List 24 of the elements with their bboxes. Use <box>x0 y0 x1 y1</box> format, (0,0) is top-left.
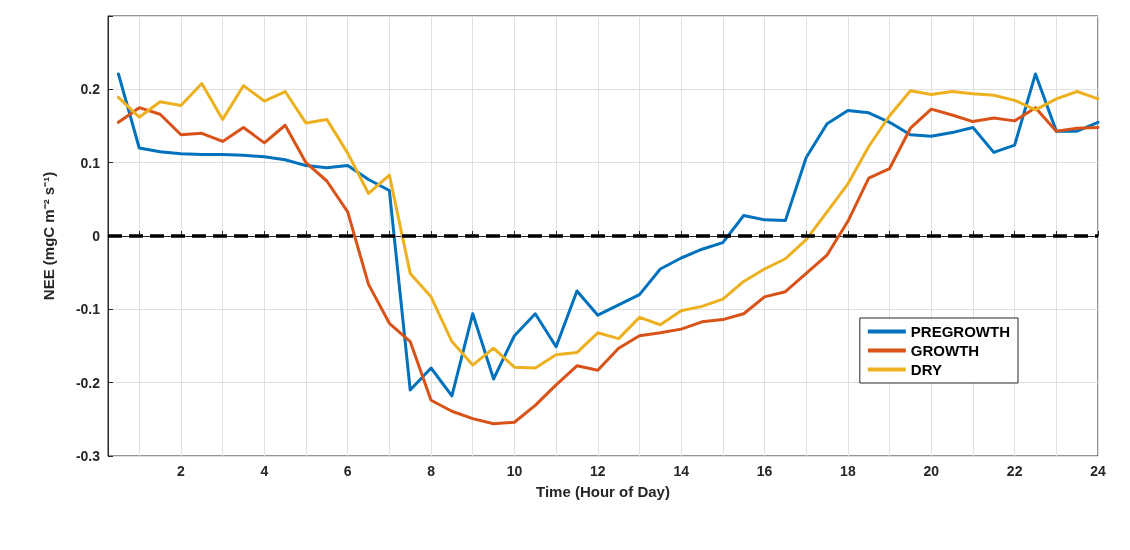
x-tick-label: 12 <box>590 463 606 479</box>
x-tick-label: 24 <box>1090 463 1106 479</box>
x-tick-label: 16 <box>756 463 773 479</box>
line-series <box>116 106 1100 426</box>
x-tick-label: 10 <box>506 463 523 479</box>
x-tick-label: 14 <box>673 463 690 479</box>
y-tick-label: 0.2 <box>80 81 101 98</box>
y-tick-label: -0.1 <box>75 301 101 318</box>
x-tick-label: 4 <box>260 463 269 479</box>
x-tick-label: 2 <box>177 463 186 479</box>
y-tick-label: 0 <box>92 228 101 244</box>
y-tick-label: 0.1 <box>80 154 101 171</box>
y-tick-label: -0.3 <box>75 448 101 464</box>
y-tick-label: -0.2 <box>75 374 101 391</box>
x-axis-title: Time (Hour of Day) <box>536 483 670 500</box>
x-tick-label: 18 <box>840 463 856 479</box>
legend-label: DRY <box>910 361 942 378</box>
legend-label: GROWTH <box>910 342 980 359</box>
x-tick-label: 20 <box>923 463 940 479</box>
x-tick-label: 22 <box>1006 463 1023 479</box>
x-tick-label: 6 <box>343 463 352 479</box>
x-tick-label: 8 <box>427 463 436 479</box>
legend-label: PREGROWTH <box>910 323 1011 340</box>
y-axis-title: NEE (mgC m⁻² s⁻¹) <box>40 171 57 301</box>
